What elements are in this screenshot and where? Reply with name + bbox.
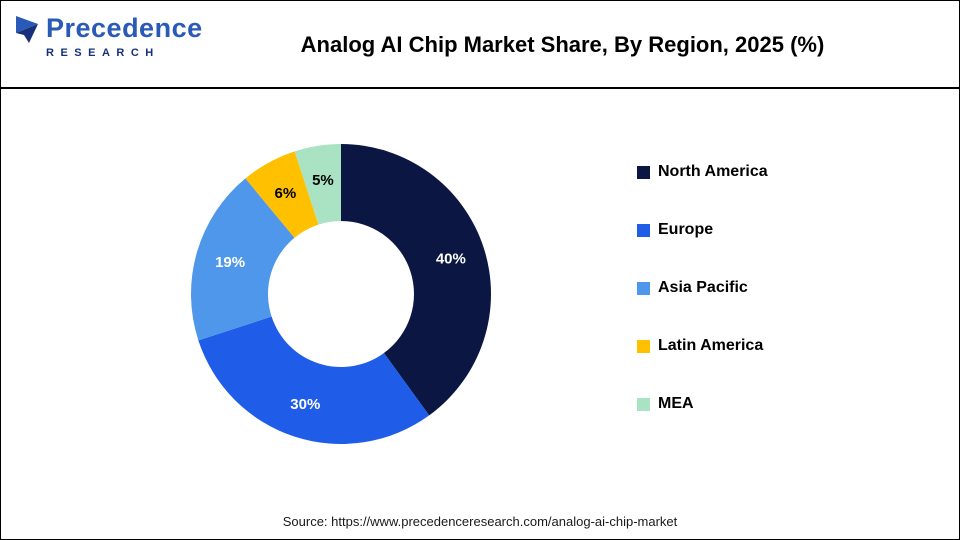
legend-swatch-mea xyxy=(637,397,650,411)
slice-label-europe: 30% xyxy=(290,396,320,413)
donut-segment-asia-pacific xyxy=(191,178,295,341)
legend-item-europe: Europe xyxy=(637,221,768,239)
chart-area: 40% 30% 19% 6% 5% North America Europe Asia Pa… xyxy=(1,91,959,539)
logo: Precedence RESEARCH xyxy=(15,15,203,59)
logo-subname: RESEARCH xyxy=(46,47,160,59)
legend-swatch-asia-pacific xyxy=(637,281,650,295)
legend: North America Europe Asia Pacific Latin Ame… xyxy=(637,163,768,413)
legend-swatch-latin-america xyxy=(637,339,650,353)
donut-chart: 40% 30% 19% 6% 5% xyxy=(191,144,491,444)
donut-segment-mea xyxy=(294,144,341,225)
logo-text-block: Precedence RESEARCH xyxy=(46,13,203,60)
legend-item-latin-america: Latin America xyxy=(637,337,768,355)
header: Precedence RESEARCH Analog AI Chip Marke… xyxy=(1,1,959,89)
legend-label-north-america: North America xyxy=(658,163,768,180)
donut-segment-latin-america xyxy=(245,151,319,238)
slice-label-latin-america: 6% xyxy=(275,185,297,202)
legend-label-europe: Europe xyxy=(658,221,714,238)
logo-flag-icon xyxy=(15,15,39,50)
legend-swatch-north-america xyxy=(637,165,650,179)
slice-label-north-america: 40% xyxy=(436,250,466,267)
source-text: Source: https://www.precedenceresearch.c… xyxy=(282,514,678,529)
page-title: Analog AI Chip Market Share, By Region, … xyxy=(300,32,825,57)
legend-label-asia-pacific: Asia Pacific xyxy=(658,279,748,296)
slice-label-asia-pacific: 19% xyxy=(215,254,245,271)
legend-item-north-america: North America xyxy=(637,163,768,181)
legend-swatch-europe xyxy=(637,223,650,237)
legend-label-mea: MEA xyxy=(658,395,694,412)
logo-name: Precedence xyxy=(46,13,203,43)
legend-label-latin-america: Latin America xyxy=(658,337,764,354)
donut-segment-north-america xyxy=(341,144,491,416)
legend-item-asia-pacific: Asia Pacific xyxy=(637,279,768,297)
legend-item-mea: MEA xyxy=(637,395,768,413)
donut-segment-europe xyxy=(198,316,430,444)
slice-label-mea: 5% xyxy=(312,172,334,189)
